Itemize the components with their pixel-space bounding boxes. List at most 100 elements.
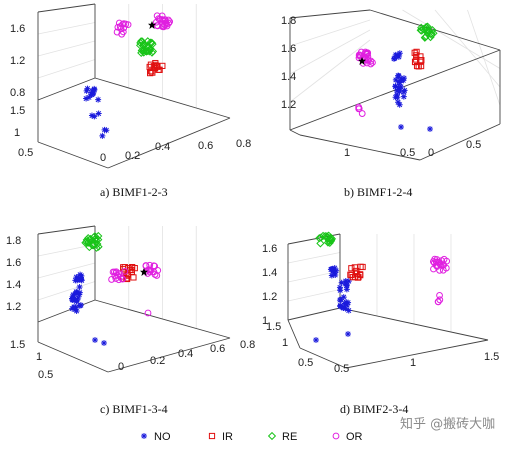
no-point: [392, 94, 399, 101]
series-re-d: [315, 231, 337, 248]
no-point: [333, 267, 340, 274]
no-point: [401, 87, 408, 94]
x-tick-label: 0.2: [150, 355, 165, 367]
legend-label-re: RE: [282, 431, 297, 443]
tick-labels-c: 1.8 1.6 1.4 1.2 1.5 1 0.5 0 0.2 0.4 0.6 0.8: [6, 235, 255, 381]
x-tick-label: 1: [410, 357, 416, 369]
subplot-panels: 1.61.20.81.510.5 0 0.20.4 0.6 0.8 1.8 1.6 1.4 1.…: [6, 3, 501, 381]
y-tick-label: 0.5: [38, 369, 53, 381]
no-point: [342, 278, 349, 285]
series-ir-b: [411, 48, 425, 70]
x-tick-label: 0.5: [400, 147, 415, 159]
no-point: [396, 101, 403, 108]
no-point: [342, 305, 349, 312]
z-tick-label: 1.6: [281, 43, 296, 55]
re-point: [85, 242, 94, 252]
no-point: [329, 268, 336, 275]
z-tick-label: 1: [262, 315, 268, 327]
ir-point: [411, 58, 419, 65]
no-point: [395, 99, 402, 106]
x-tick-label: 0.6: [210, 343, 225, 355]
y-tick-label: 1.5: [10, 339, 25, 351]
no-point: [395, 53, 402, 60]
legend-marker-re: [267, 431, 277, 441]
no-point: [396, 87, 403, 94]
or-point: [439, 262, 446, 269]
series-no-b: [391, 50, 433, 132]
no-point: [99, 132, 106, 139]
or-point: [115, 19, 123, 27]
y-tick-label: 1.5: [266, 321, 281, 333]
no-point: [83, 95, 90, 102]
z-tick-label: 1.4: [6, 279, 21, 291]
or-point: [119, 275, 127, 283]
series-ir-a: [146, 59, 166, 77]
no-point: [396, 78, 403, 85]
ir-point: [359, 263, 366, 271]
series-or-b: [355, 48, 376, 117]
no-point: [69, 305, 76, 312]
or-point: [146, 261, 154, 269]
re-point: [427, 29, 436, 38]
z-tick-label: 1.6: [262, 243, 277, 255]
subplot-b: 1.8 1.6 1.4 1.2 1 0.5 0 0.5: [281, 9, 501, 161]
legend-marker-or: [332, 432, 340, 440]
y-tick-label: 1: [36, 351, 42, 363]
no-point: [72, 277, 79, 284]
no-point: [343, 299, 350, 306]
re-point: [90, 232, 99, 241]
ir-point: [348, 271, 355, 279]
re-point: [82, 235, 91, 245]
no-point: [101, 126, 108, 133]
or-point: [122, 20, 130, 28]
axes-box-c: [37, 225, 231, 373]
or-point: [119, 20, 127, 28]
no-point: [392, 76, 399, 83]
legend-label-or: OR: [346, 431, 363, 443]
no-point: [75, 294, 82, 301]
x-tick-label: 0.8: [236, 138, 251, 150]
z-tick-label: 1.6: [6, 257, 21, 269]
ir-point: [155, 66, 162, 73]
or-point: [121, 267, 129, 275]
subplot-a: 1.6 1.2 0.8 1.5 1 0.5 0 0.2 0.4 0.6 0.8: [10, 3, 251, 169]
or-point: [367, 60, 375, 68]
legend-marker-no: [141, 433, 147, 439]
re-point: [422, 25, 431, 34]
y-tick-label: 1: [282, 337, 288, 349]
legend-label-ir: IR: [222, 431, 233, 443]
no-point: [397, 83, 404, 90]
tick-labels-a: 1.6 1.2 0.8 1.5 1 0.5 0 0.2 0.4 0.6 0.8: [10, 23, 251, 164]
ir-point: [124, 275, 131, 283]
re-point: [321, 231, 330, 241]
no-point: [328, 266, 335, 273]
x-tick-label: 0.8: [240, 339, 255, 351]
series-re-c: [81, 231, 103, 252]
no-point: [91, 113, 98, 120]
ir-point: [152, 64, 159, 72]
series-no-a: [83, 85, 110, 139]
or-point: [436, 292, 443, 299]
series-no-d: [313, 265, 352, 343]
no-point: [427, 126, 433, 132]
x-tick-label: 0.5: [334, 363, 349, 375]
or-point: [118, 30, 126, 38]
no-point: [392, 51, 399, 58]
star-marker: [358, 57, 366, 65]
no-point: [391, 55, 398, 62]
re-point: [89, 241, 98, 250]
x-tick-label: 1.5: [484, 351, 499, 363]
no-point: [401, 75, 408, 82]
ir-point: [159, 62, 166, 69]
ir-point: [413, 48, 420, 55]
re-point: [147, 38, 156, 47]
legend-label-no: NO: [154, 431, 171, 443]
star-marker: [140, 268, 148, 276]
re-point: [326, 234, 335, 244]
ir-point: [415, 63, 422, 70]
or-point: [362, 54, 370, 62]
no-point: [72, 290, 79, 297]
no-point: [95, 110, 102, 117]
y-tick-label: 0.5: [18, 147, 33, 159]
z-tick-label: 1.8: [281, 15, 296, 27]
